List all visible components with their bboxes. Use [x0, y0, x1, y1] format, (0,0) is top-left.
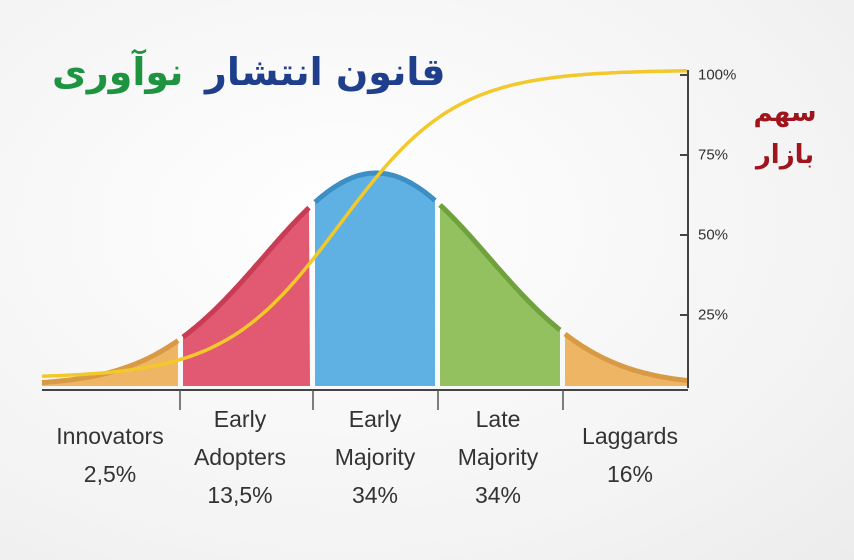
- segment-share: 34%: [474, 482, 522, 508]
- segment-edge: [181, 205, 311, 339]
- segment-name: Early Adopters: [193, 406, 287, 470]
- segment-label: Early Adopters 13,5%: [185, 400, 295, 514]
- segment-label: Innovators 2,5%: [40, 417, 180, 493]
- segment-label: Late Majority 34%: [443, 400, 553, 514]
- segment-area: [315, 173, 435, 386]
- segment-area: [42, 340, 178, 386]
- tick-label: 25%: [698, 306, 729, 324]
- segment-share: 2,5%: [83, 461, 137, 487]
- axis-ticks: [680, 74, 688, 316]
- tick-label: 100%: [698, 66, 737, 84]
- segment-area: [440, 204, 560, 386]
- segment-area: [183, 207, 310, 386]
- segment-label: Early Majority 34%: [320, 400, 430, 514]
- segment-label: Laggards 16%: [560, 417, 700, 493]
- title-part: قانون انتشار: [205, 50, 446, 94]
- axis-label: بازار: [755, 140, 815, 170]
- tick-label: 50%: [698, 226, 729, 244]
- segment-share: 16%: [606, 461, 654, 487]
- segment-share: 34%: [351, 482, 399, 508]
- segment-separators: [179, 390, 564, 410]
- segment-area: [565, 334, 688, 386]
- segment-edge: [313, 170, 437, 205]
- segment-name: Innovators: [56, 423, 164, 449]
- segment-name: Laggards: [582, 423, 678, 449]
- tick-label: 75%: [698, 146, 729, 164]
- segment-name: Late Majority: [457, 406, 539, 470]
- adoption-curve: [41, 69, 687, 378]
- title-part: نوآوری: [52, 50, 184, 94]
- segment-name: Early Majority: [334, 406, 416, 470]
- axis-label: سهم: [753, 98, 817, 128]
- segment-edge: [563, 332, 688, 383]
- segment-edge: [438, 203, 562, 332]
- segment-share: 13,5%: [207, 482, 273, 508]
